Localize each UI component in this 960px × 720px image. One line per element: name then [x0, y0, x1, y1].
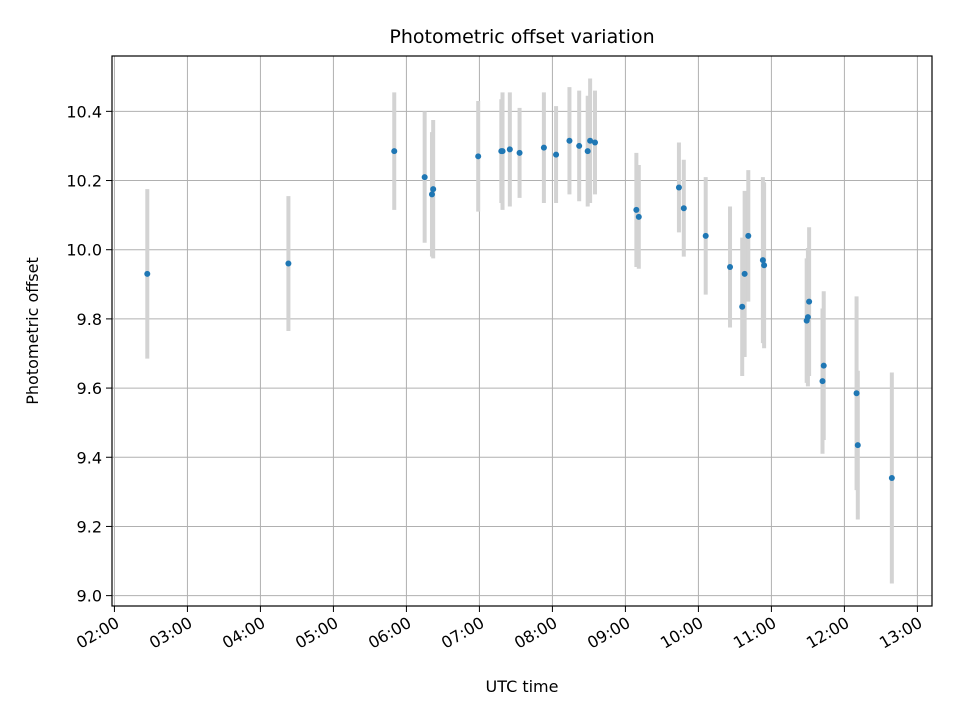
data-point	[761, 262, 768, 269]
y-tick-label: 10.4	[66, 102, 102, 121]
y-tick-label: 9.0	[77, 587, 102, 606]
y-tick-label: 10.2	[66, 172, 102, 191]
data-point	[584, 148, 591, 155]
y-axis-ticks: 9.0 9.2 9.4 9.6 9.8 10.0 10.2 10.4	[66, 102, 112, 606]
plot-frame	[111, 55, 933, 607]
data-point	[741, 270, 748, 277]
y-tick-label: 9.8	[77, 310, 102, 329]
data-point	[633, 206, 640, 213]
data-point	[727, 264, 734, 271]
data-point	[854, 442, 861, 449]
data-point	[804, 314, 811, 321]
data-point	[591, 139, 598, 146]
data-point	[144, 270, 151, 277]
data-point	[820, 362, 827, 369]
data-point	[635, 213, 642, 220]
data-point	[739, 303, 746, 310]
y-axis-title: Photometric offset	[23, 257, 42, 405]
data-point	[428, 191, 435, 198]
data-point	[888, 475, 895, 482]
data-point	[540, 144, 547, 151]
data-point	[566, 137, 573, 144]
chart-title: Photometric offset variation	[389, 26, 654, 48]
data-points	[144, 137, 895, 482]
data-point	[587, 137, 594, 144]
data-point	[675, 184, 682, 191]
data-point	[702, 232, 709, 239]
data-point	[853, 390, 860, 397]
data-point	[680, 205, 687, 212]
x-axis-title: UTC time	[486, 677, 559, 696]
data-point	[745, 232, 752, 239]
data-point	[553, 151, 560, 158]
data-point	[430, 186, 437, 193]
data-point	[819, 378, 826, 385]
y-tick-label: 9.6	[77, 379, 102, 398]
y-tick-label: 10.0	[66, 241, 102, 260]
y-tick-label: 9.2	[77, 517, 102, 536]
data-point	[759, 257, 766, 264]
data-point	[806, 298, 813, 305]
grid-lines	[112, 56, 932, 606]
data-point	[421, 174, 428, 181]
data-point	[391, 148, 398, 155]
data-point	[499, 148, 506, 155]
data-point	[475, 153, 482, 160]
data-point	[576, 142, 583, 149]
data-point	[506, 146, 513, 153]
data-point	[516, 149, 523, 156]
data-point	[285, 260, 292, 267]
y-tick-label: 9.4	[77, 448, 102, 467]
